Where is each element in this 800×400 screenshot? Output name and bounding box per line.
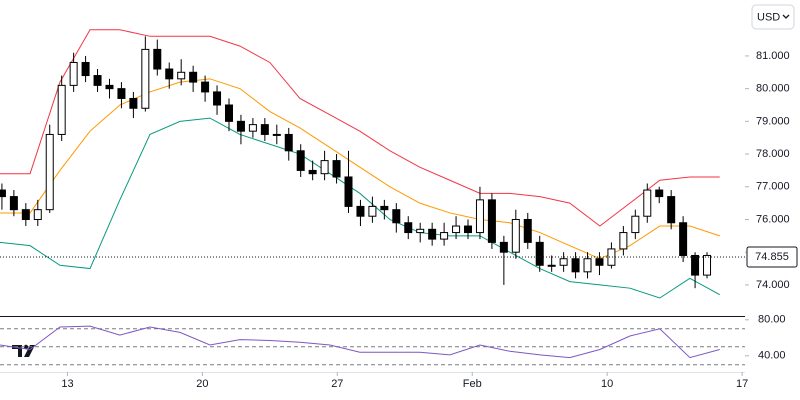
- x-tick-label: 10: [601, 378, 613, 390]
- candle-body: [392, 209, 401, 224]
- candle-body: [296, 150, 305, 171]
- candle-body: [595, 258, 604, 266]
- currency-selector[interactable]: [751, 4, 795, 30]
- candle-body: [487, 199, 496, 243]
- candle-body: [511, 218, 520, 253]
- candle-body: [667, 196, 676, 224]
- candle-body: [547, 264, 556, 267]
- candle-body: [464, 225, 473, 234]
- candle-body: [332, 160, 341, 178]
- candle-body: [523, 218, 532, 243]
- candle-body: [177, 71, 186, 80]
- candle-body: [129, 97, 138, 109]
- candle-body: [105, 84, 114, 90]
- candle-body: [189, 71, 198, 83]
- x-tick-label: Feb: [463, 378, 482, 390]
- candle-body: [81, 61, 90, 77]
- x-tick-label: 13: [61, 378, 73, 390]
- candle-body: [368, 205, 377, 217]
- candle-body: [21, 209, 30, 220]
- candle-body: [655, 189, 664, 198]
- last-price-box: [746, 246, 798, 268]
- band-line: [0, 117, 720, 299]
- candle-body: [165, 68, 174, 80]
- candle-body: [57, 84, 66, 135]
- candle-body: [643, 189, 652, 217]
- candle-body: [428, 228, 437, 240]
- dropdown-chevron[interactable]: [782, 14, 790, 19]
- band-line: [0, 29, 720, 227]
- candle-body: [607, 248, 616, 266]
- candle-body: [452, 225, 461, 234]
- candle-body: [9, 196, 18, 211]
- y-tick-label: 40.00: [758, 350, 786, 362]
- y-tick-label: 74.000: [756, 279, 790, 291]
- candle-body: [33, 209, 42, 220]
- rsi-line: [0, 325, 720, 359]
- candle-body: [475, 199, 484, 234]
- candle-body: [93, 75, 102, 86]
- x-tick-label: 20: [196, 378, 208, 390]
- candle-body: [260, 124, 269, 135]
- candle-body: [213, 91, 222, 106]
- candle-body: [284, 133, 293, 152]
- currency-label[interactable]: USD: [757, 11, 780, 23]
- candle-body: [141, 48, 150, 109]
- candle-body: [440, 232, 449, 240]
- candle-body: [153, 48, 162, 70]
- candle-body: [272, 133, 281, 136]
- candle-body: [619, 232, 628, 250]
- last-price-label: 74.855: [755, 251, 789, 263]
- y-tick-label: 77.000: [756, 181, 790, 193]
- candle-body: [201, 81, 210, 93]
- candle-body: [117, 88, 126, 99]
- candle-body: [691, 254, 700, 276]
- candle-body: [679, 222, 688, 256]
- candle-body: [69, 61, 78, 86]
- candle-body: [404, 222, 413, 234]
- candle-body: [45, 133, 54, 211]
- candle-body: [248, 124, 257, 132]
- y-tick-label: 76.000: [756, 213, 790, 225]
- x-tick-label: 17: [736, 378, 748, 390]
- y-tick-label: 81.000: [756, 50, 790, 62]
- candle-body: [703, 254, 712, 276]
- y-tick-label: 80.000: [756, 83, 790, 95]
- candle-body: [356, 205, 365, 217]
- y-tick-label: 79.000: [756, 115, 790, 127]
- candle-body: [0, 189, 6, 198]
- candle-body: [236, 120, 245, 132]
- candle-body: [416, 228, 425, 234]
- candle-body: [499, 241, 508, 253]
- x-tick-label: 27: [331, 378, 343, 390]
- candle-body: [571, 258, 580, 273]
- y-tick-label: 78.000: [756, 148, 790, 160]
- candle-body: [380, 205, 389, 211]
- y-tick-label: 80.00: [758, 314, 786, 326]
- candle-body: [583, 258, 592, 273]
- candle-body: [320, 160, 329, 175]
- candle-body: [344, 176, 353, 207]
- candle-body: [631, 215, 640, 234]
- candle-body: [308, 169, 317, 175]
- candle-body: [535, 241, 544, 266]
- candle-body: [224, 104, 233, 122]
- candle-body: [559, 258, 568, 266]
- band-line: [0, 78, 720, 260]
